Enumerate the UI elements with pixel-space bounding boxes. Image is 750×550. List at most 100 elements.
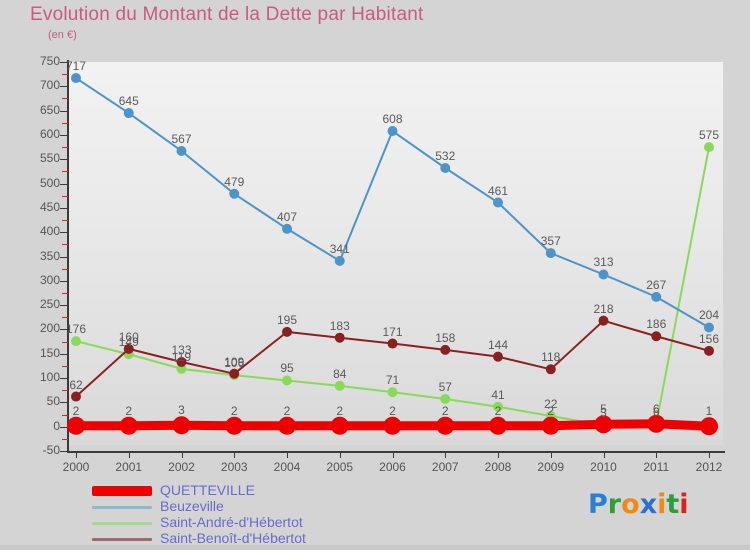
data-point-label: 2 bbox=[230, 403, 238, 418]
legend-label: QUETTEVILLE bbox=[160, 482, 255, 498]
data-point-label: 218 bbox=[593, 301, 614, 316]
y-axis-label: 600 bbox=[39, 126, 60, 141]
y-axis-label: 400 bbox=[39, 224, 60, 239]
y-axis-tick bbox=[60, 378, 68, 380]
y-axis-minor-tick bbox=[62, 244, 68, 246]
y-axis-minor-tick bbox=[62, 220, 68, 222]
y-axis-tick bbox=[60, 305, 68, 307]
data-point-label: 2 bbox=[336, 403, 344, 418]
data-point-label: 57 bbox=[438, 379, 452, 394]
data-point-label: 3 bbox=[600, 406, 607, 421]
x-axis-label: 2012 bbox=[695, 460, 723, 474]
y-axis-label: 650 bbox=[39, 102, 60, 117]
y-axis-tick bbox=[60, 329, 68, 331]
y-axis-label: 450 bbox=[39, 199, 60, 214]
y-axis-label: 500 bbox=[39, 175, 60, 190]
data-point-label: 106 bbox=[224, 356, 245, 371]
y-axis-label: -50 bbox=[42, 443, 60, 457]
legend-swatch bbox=[92, 522, 152, 525]
y-axis-minor-tick bbox=[62, 122, 68, 124]
y-axis bbox=[67, 60, 69, 452]
legend-item[interactable]: Saint-Benoît-d'Hébertot bbox=[92, 530, 422, 548]
y-axis-tick bbox=[60, 134, 68, 136]
data-point-label: 407 bbox=[276, 209, 298, 224]
data-point-label: 267 bbox=[646, 277, 667, 292]
x-axis-label: 2006 bbox=[379, 460, 406, 474]
x-axis-label: 2008 bbox=[484, 460, 512, 474]
data-point-label: 118 bbox=[541, 350, 561, 365]
data-point-label: 144 bbox=[487, 337, 509, 352]
y-axis-tick bbox=[60, 183, 68, 185]
y-axis-tick bbox=[60, 280, 68, 282]
y-axis-tick bbox=[60, 402, 68, 404]
data-point-label: 183 bbox=[329, 318, 350, 333]
x-axis-label: 2007 bbox=[431, 460, 459, 474]
data-point-label: 186 bbox=[646, 317, 667, 332]
x-axis-label: 2010 bbox=[590, 460, 617, 474]
y-axis-minor-tick bbox=[62, 414, 68, 416]
y-axis-tick bbox=[60, 426, 68, 428]
data-point-label: 567 bbox=[171, 131, 192, 146]
y-axis-tick bbox=[60, 451, 68, 452]
data-point-label: 119 bbox=[171, 349, 192, 364]
legend-item[interactable]: Saint-André-d'Hébertot bbox=[92, 514, 422, 532]
y-axis-minor-tick bbox=[62, 74, 68, 76]
data-point-label: 156 bbox=[698, 331, 720, 346]
data-point-label: 6 bbox=[652, 404, 660, 419]
y-axis-minor-tick bbox=[62, 171, 68, 173]
data-point-label: 2 bbox=[494, 403, 502, 418]
data-point-label: 204 bbox=[698, 308, 720, 323]
x-axis-tick bbox=[550, 451, 552, 458]
x-axis-tick bbox=[181, 451, 183, 458]
y-axis-minor-tick bbox=[62, 147, 68, 149]
x-axis-label: 2005 bbox=[326, 460, 354, 474]
x-axis-tick bbox=[339, 451, 341, 458]
y-axis-label: 50 bbox=[46, 394, 60, 409]
chart-subtitle: (en €) bbox=[48, 29, 77, 41]
data-point-label: 645 bbox=[118, 94, 139, 109]
data-point-label: 717 bbox=[65, 59, 87, 74]
data-point-label: 160 bbox=[118, 329, 139, 344]
legend-swatch bbox=[92, 486, 152, 496]
y-axis-label: 200 bbox=[39, 321, 60, 336]
x-axis-label: 2009 bbox=[537, 460, 565, 474]
y-axis-tick bbox=[60, 159, 68, 161]
legend-item[interactable]: QUETTEVILLE bbox=[92, 482, 422, 500]
data-point-label: 6 bbox=[652, 401, 660, 416]
logo-letter: r bbox=[607, 489, 622, 520]
y-axis-label: 300 bbox=[39, 272, 60, 287]
x-axis-tick bbox=[445, 451, 447, 458]
data-point-label: 5 bbox=[600, 402, 607, 417]
data-point-label: 532 bbox=[435, 149, 456, 163]
y-axis-tick bbox=[60, 62, 68, 63]
y-axis-labels: 750 700 650 600 550 500 450 400 350 300 250 200 150 1… bbox=[8, 0, 60, 550]
data-point-label: 84 bbox=[333, 366, 347, 381]
y-axis-label: 750 bbox=[39, 54, 60, 68]
logo-letter: t bbox=[666, 489, 680, 520]
data-point-label: 608 bbox=[382, 112, 403, 127]
x-axis-tick bbox=[234, 451, 236, 458]
legend-label: Saint-Benoît-d'Hébertot bbox=[160, 530, 306, 546]
x-axis-tick bbox=[287, 451, 288, 458]
x-axis-label: 2001 bbox=[115, 460, 143, 474]
x-axis-label: 2003 bbox=[220, 460, 248, 474]
data-point-label: 22 bbox=[544, 396, 558, 411]
data-point-label: 3 bbox=[178, 403, 185, 418]
x-axis-tick bbox=[498, 451, 499, 458]
y-axis-minor-tick bbox=[62, 98, 68, 100]
x-axis-tick bbox=[709, 451, 710, 458]
x-axis-tick bbox=[76, 451, 77, 458]
y-axis-minor-tick bbox=[62, 317, 68, 319]
data-point-label: 479 bbox=[224, 174, 245, 189]
y-axis-minor-tick bbox=[62, 292, 68, 294]
y-axis-minor-tick bbox=[62, 341, 68, 343]
y-axis-label: 550 bbox=[39, 151, 60, 166]
y-axis-label: 700 bbox=[39, 78, 60, 93]
x-axis-tick bbox=[128, 451, 130, 458]
data-point-label: 2 bbox=[72, 403, 80, 418]
data-point-label: 461 bbox=[487, 183, 509, 198]
data-point-label: 176 bbox=[65, 322, 87, 337]
x-axis-label: 2004 bbox=[273, 460, 301, 474]
data-point-label: 149 bbox=[118, 335, 139, 350]
legend-item[interactable]: Beuzeville bbox=[92, 498, 422, 516]
